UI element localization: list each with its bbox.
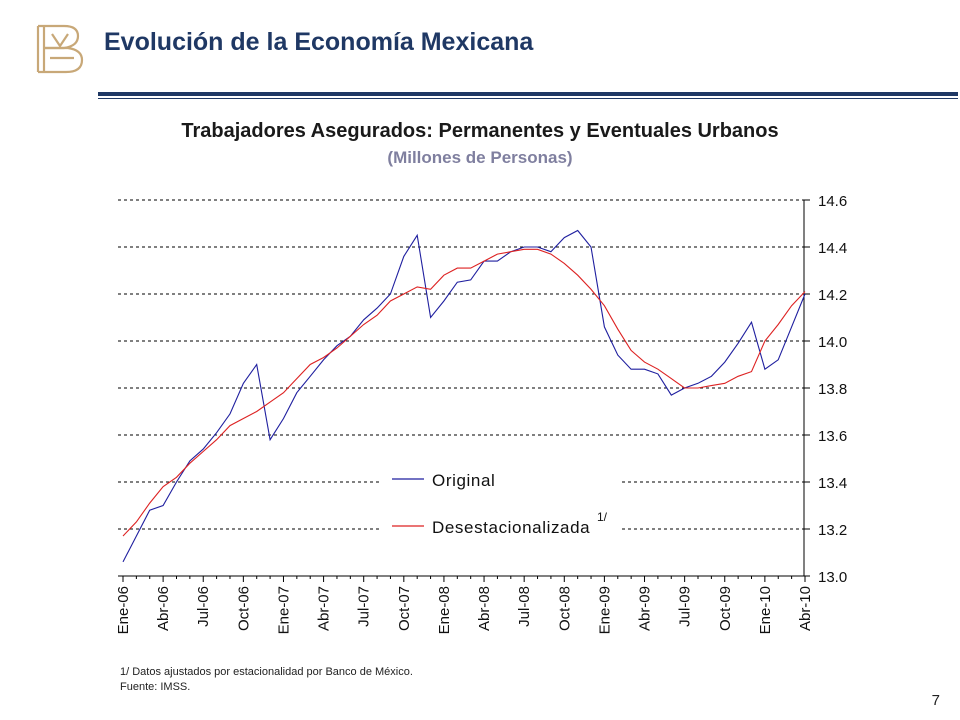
chart-subtitle: (Millones de Personas) [387, 148, 573, 167]
y-tick-label: 14.2 [818, 287, 847, 304]
y-tick-label: 14.4 [818, 240, 847, 257]
banco-de-mexico-monogram-icon [36, 24, 84, 74]
header-rule-thin [98, 98, 958, 99]
legend-box [382, 462, 620, 552]
x-tick-label: Oct-06 [235, 586, 252, 631]
x-tick-label: Jul-07 [356, 586, 373, 627]
legend-label-original: Original [432, 471, 495, 490]
y-tick-label: 13.8 [818, 381, 847, 398]
footnote-source: Fuente: IMSS. [120, 681, 191, 693]
x-tick-label: Abr-09 [637, 586, 654, 631]
x-tick-label: Ene-06 [115, 586, 132, 634]
x-tick-label: Ene-08 [436, 586, 453, 634]
y-tick-label: 13.6 [818, 428, 847, 445]
legend-footnote-mark: 1/ [597, 510, 608, 524]
x-tick-label: Jul-06 [195, 586, 212, 627]
footnote-seasonal-adjustment: 1/ Datos ajustados por estacionalidad po… [120, 666, 413, 678]
x-tick-label: Ene-07 [275, 586, 292, 634]
x-tick-label: Oct-08 [556, 586, 573, 631]
y-tick-label: 14.6 [818, 193, 847, 210]
legend-label-desestacionalizada: Desestacionalizada [432, 518, 590, 537]
series-line-original [122, 229, 806, 563]
y-tick-label: 13.0 [818, 569, 847, 586]
x-tick-label: Abr-08 [476, 586, 493, 631]
x-tick-label: Abr-06 [155, 586, 172, 631]
x-tick-label: Oct-07 [396, 586, 413, 631]
y-tick-label: 14.0 [818, 334, 847, 351]
x-tick-label: Abr-10 [797, 586, 814, 631]
y-tick-label: 13.2 [818, 522, 847, 539]
chart-title: Trabajadores Asegurados: Permanentes y E… [181, 120, 779, 142]
x-tick-label: Abr-07 [316, 586, 333, 631]
x-tick-label: Ene-09 [596, 586, 613, 634]
x-tick-label: Jul-09 [677, 586, 694, 627]
y-tick-label: 13.4 [818, 475, 847, 492]
header-rule [98, 92, 958, 96]
x-tick-label: Jul-08 [516, 586, 533, 627]
x-tick-label: Ene-10 [757, 586, 774, 634]
x-tick-label: Oct-09 [717, 586, 734, 631]
page-number: 7 [931, 692, 940, 709]
series-line-desestacionalizada [122, 248, 806, 537]
header-title: Evolución de la Economía Mexicana [104, 28, 534, 56]
